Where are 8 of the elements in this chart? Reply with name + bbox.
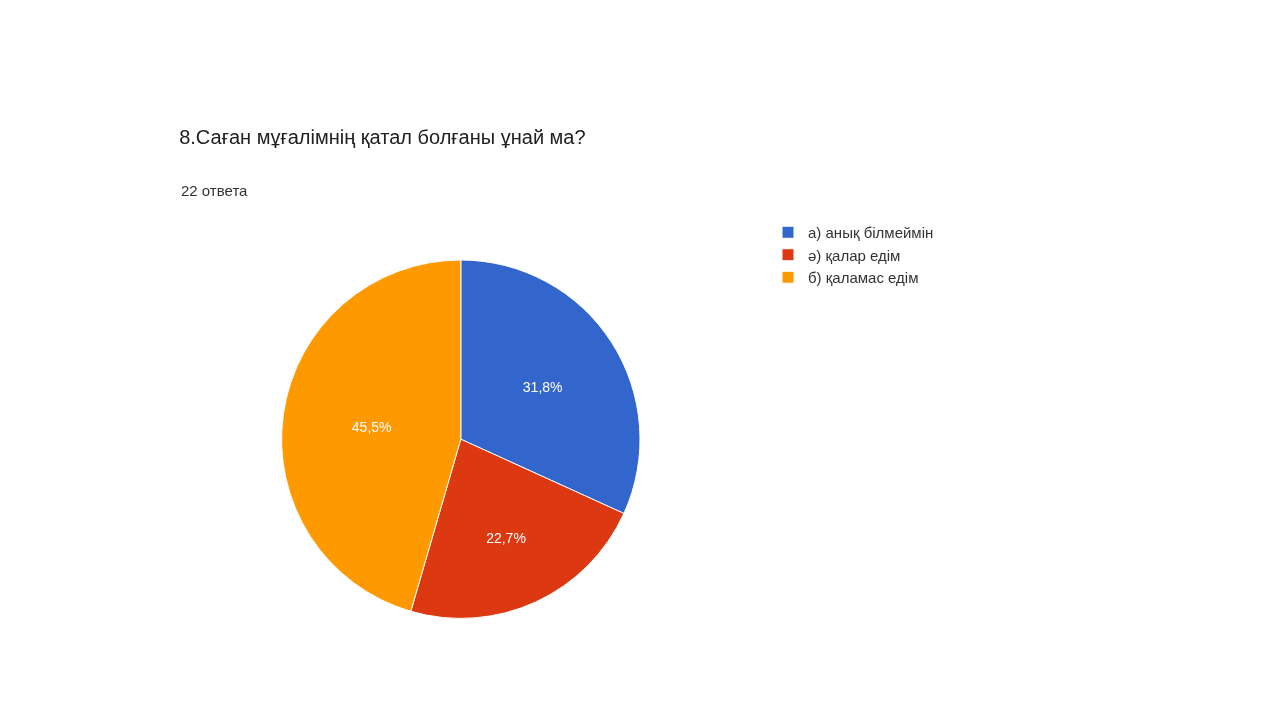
legend-label: б) қаламас едім	[808, 269, 919, 287]
legend-label: ә) қалар едім	[808, 246, 901, 264]
data-label: 45,5%	[351, 418, 392, 435]
data-label: 22,7%	[486, 529, 526, 546]
chart-subtitle: 22 ответа	[181, 182, 249, 199]
legend-label: а) анық білмеймін	[808, 224, 934, 242]
data-label: 31,8%	[522, 378, 563, 395]
chart-title: 8.Саған мұғалімнің қатал болғаны ұнай ма?	[179, 126, 586, 148]
